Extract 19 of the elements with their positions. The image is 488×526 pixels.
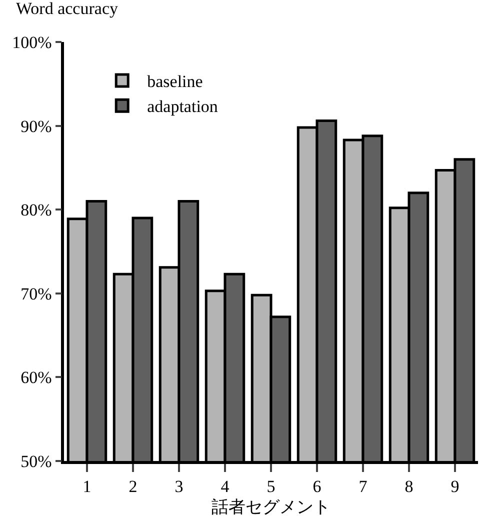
y-axis-title: Word accuracy	[16, 0, 118, 18]
x-tick-label: 2	[128, 477, 138, 496]
x-tick-label: 3	[174, 477, 184, 496]
x-tick-label: 9	[450, 477, 460, 496]
y-tick-label: 80%	[20, 200, 52, 220]
y-tick-label: 90%	[20, 116, 52, 136]
x-tick-label: 6	[312, 477, 322, 496]
y-tick-label: 50%	[20, 452, 52, 471]
x-tick-label: 4	[220, 477, 230, 496]
y-tick-label: 60%	[20, 368, 52, 388]
x-tick-label: 1	[82, 477, 92, 496]
x-tick-label: 7	[358, 477, 368, 496]
x-axis-title: 話者セグメント	[212, 498, 330, 518]
legend-label: adaptation	[147, 97, 218, 116]
x-tick-label: 8	[404, 477, 414, 496]
legend-label: baseline	[147, 72, 203, 92]
y-tick-label: 70%	[20, 284, 52, 304]
y-tick-label: 100%	[12, 32, 52, 52]
x-tick-label: 5	[266, 477, 276, 496]
